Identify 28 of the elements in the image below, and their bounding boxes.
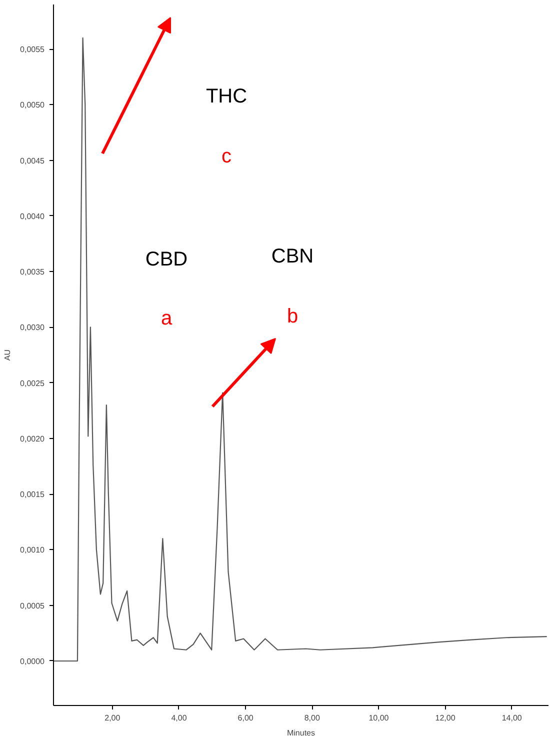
x-tick-label: 14,00: [502, 714, 522, 722]
x-tick-label: 2,00: [104, 714, 121, 722]
x-tick-label: 10,00: [368, 714, 390, 722]
y-tick-label: 0,0010: [20, 546, 46, 555]
y-tick-label: 0,0030: [20, 323, 46, 332]
annotation: THC: [206, 86, 248, 108]
x-axis-title: Minutes: [286, 728, 316, 738]
x-tick-label: 4,00: [171, 714, 188, 722]
y-tick-label: 0,0035: [20, 268, 46, 277]
y-tick-label: 0,0045: [20, 156, 46, 166]
y-tick-label: 0,0025: [20, 378, 46, 388]
y-tick-label: 0,0000: [20, 656, 46, 666]
y-tick-label: 0,0015: [20, 490, 46, 500]
annotation: a: [160, 308, 173, 330]
annotation: CBD: [145, 248, 188, 270]
y-tick-label: 0,0020: [20, 434, 46, 444]
x-tick-label: 12,00: [435, 714, 456, 722]
x-tick-label: 8,00: [304, 714, 320, 722]
annotation: c: [222, 146, 232, 168]
y-tick-label: 0,0050: [20, 100, 46, 110]
y-tick-label: 0,0055: [20, 45, 46, 54]
annotation: b: [286, 306, 298, 328]
x-tick-label: 6,00: [238, 714, 254, 722]
y-tick-label: 0,0005: [20, 601, 46, 610]
line-series: [54, 37, 548, 662]
y-axis-title: AU: [3, 349, 12, 361]
y-tick-label: 0,0040: [20, 212, 46, 221]
annotation: CBN: [271, 246, 314, 268]
